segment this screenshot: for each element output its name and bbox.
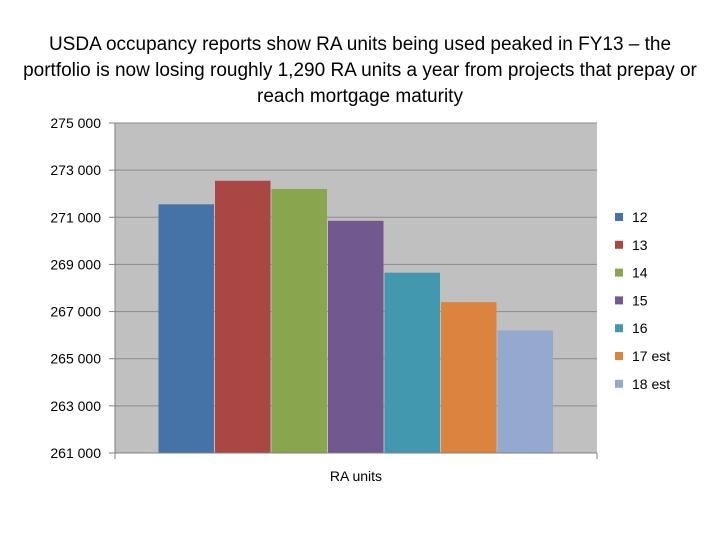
chart-title: USDA occupancy reports show RA units bei…: [23, 34, 697, 107]
legend-label: 16: [632, 320, 648, 336]
legend-swatch: [615, 379, 623, 388]
y-tick-label: 267 000: [50, 304, 101, 320]
y-tick-label: 269 000: [50, 256, 101, 272]
y-tick-label: 271 000: [50, 209, 101, 225]
legend-swatch: [615, 324, 623, 333]
y-tick-label: 265 000: [50, 351, 101, 367]
legend: 12 13 14 15 16 17 est 18 est: [615, 209, 670, 392]
bar-15: [328, 220, 384, 453]
legend-swatch: [615, 240, 623, 249]
y-tick-label: 263 000: [50, 398, 101, 414]
y-tick-label: 261 000: [50, 445, 101, 461]
bar-17-est: [441, 302, 497, 453]
bar-18-est: [497, 330, 553, 453]
legend-swatch: [615, 352, 623, 360]
y-axis: 275 000 273 000 271 000 269 000 267 000 265 0…: [50, 115, 116, 461]
legend-label: 12: [632, 209, 648, 225]
x-axis: RA units: [114, 452, 598, 484]
legend-label: 17 est: [632, 348, 670, 364]
legend-label: 13: [632, 237, 648, 253]
bar-12: [158, 204, 214, 453]
legend-label: 15: [632, 292, 648, 308]
legend-swatch: [615, 268, 623, 277]
legend-swatch: [615, 296, 623, 305]
bar-16: [384, 272, 440, 453]
y-tick-label: 273 000: [50, 162, 101, 178]
bar-13: [215, 180, 271, 453]
y-tick-label: 275 000: [50, 115, 101, 131]
legend-label: 18 est: [632, 376, 670, 392]
legend-swatch: [615, 213, 623, 221]
legend-label: 14: [632, 265, 648, 281]
x-category-label: RA units: [330, 468, 382, 484]
bar-14: [271, 189, 327, 453]
bars: [158, 180, 553, 453]
